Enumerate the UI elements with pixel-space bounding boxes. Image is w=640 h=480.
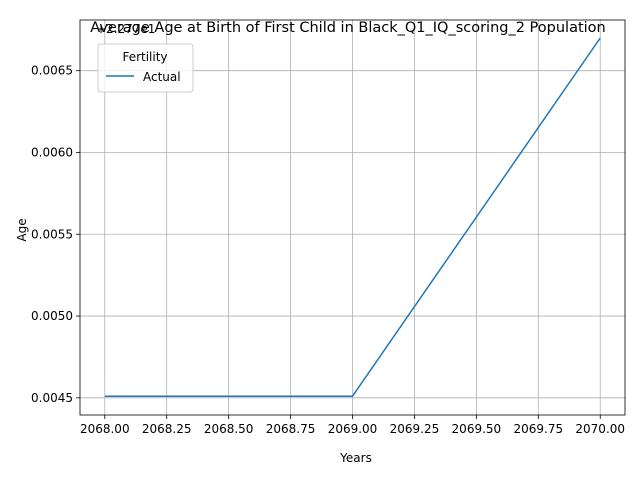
x-axis: 2068.00 2068.25 2068.50 2068.75 2069.00 2069.… [80, 415, 625, 436]
series-line-actual [104, 37, 601, 397]
y-tick-label: 0.0055 [31, 227, 73, 241]
legend-label-actual: Actual [143, 70, 181, 84]
y-tick-label: 0.0065 [31, 64, 73, 78]
x-tick-label: 2068.50 [204, 422, 254, 436]
x-tick-label: 2070.00 [575, 422, 625, 436]
x-tick-label: 2069.00 [328, 422, 378, 436]
chart-title: Average Age at Birth of First Child in B… [90, 20, 606, 36]
y-axis: 0.0045 0.0050 0.0055 0.0060 0.0065 [31, 64, 80, 405]
legend-box [97, 43, 194, 93]
x-tick-label: 2069.75 [513, 422, 563, 436]
y-tick-label: 0.0050 [31, 309, 73, 323]
y-axis-label: Age [15, 218, 29, 241]
x-tick-label: 2068.25 [142, 422, 192, 436]
y-tick-label: 0.0045 [31, 391, 73, 405]
x-tick-label: 2068.75 [266, 422, 316, 436]
x-tick-label: 2068.00 [80, 422, 130, 436]
y-tick-label: 0.0060 [31, 145, 73, 159]
legend-title: Fertility [122, 50, 167, 64]
x-tick-label: 2069.50 [452, 422, 502, 436]
grid [80, 20, 625, 415]
series-layer [104, 37, 601, 397]
y-offset-text: +2.277e1 [96, 22, 155, 36]
x-tick-label: 2069.25 [390, 422, 440, 436]
x-axis-label: Years [339, 451, 372, 465]
legend: Fertility Actual [97, 43, 194, 93]
